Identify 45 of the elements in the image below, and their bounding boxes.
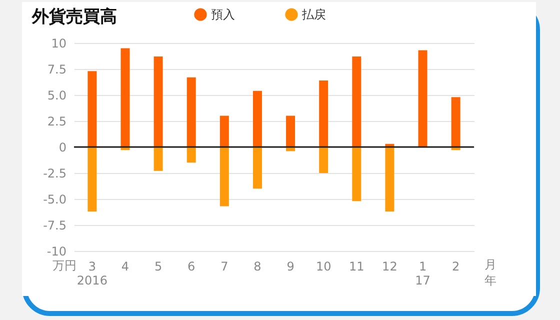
legend-label: 預入 [211, 8, 235, 22]
y-tick-label: -2.5 [43, 166, 66, 180]
x-tick-label: 9 [286, 260, 294, 274]
y-tick-label: 10 [51, 36, 66, 50]
y-tick-label: -7.5 [43, 218, 66, 232]
bar [319, 147, 328, 173]
y-tick-label: -10 [46, 244, 66, 258]
y-tick-label: 0 [58, 140, 66, 154]
x-tick-label: 8 [254, 260, 262, 274]
bar [451, 97, 460, 147]
bar [154, 56, 163, 147]
bar [220, 116, 229, 147]
x-tick-label: 3 2016 [76, 260, 108, 288]
bar [286, 116, 296, 147]
bar [154, 147, 163, 171]
bar [120, 48, 130, 147]
bar [186, 77, 196, 147]
x-tick-label: 10 [316, 260, 332, 274]
x-tick-label: 6 [188, 260, 196, 274]
x-tick-label: 1 17 [415, 260, 430, 288]
y-tick-label: -5.0 [43, 192, 66, 206]
bar [385, 147, 394, 212]
y-tick-label: 7.5 [47, 62, 66, 76]
legend-label: 払戻 [301, 8, 326, 22]
bar [88, 147, 97, 212]
bar [319, 80, 328, 147]
x-tick-label: 4 [121, 260, 130, 274]
bar [88, 71, 97, 147]
y-tick-label: 5.0 [47, 88, 66, 102]
x-axis-title: 月年 [484, 258, 496, 288]
y-axis-title: 万円 [52, 258, 76, 272]
bar [352, 147, 362, 202]
chart-title: 外貨売買高 [31, 7, 117, 27]
x-tick-label: 11 [349, 260, 364, 274]
y-tick-label: 2.5 [47, 114, 66, 128]
bar [252, 90, 262, 147]
x-tick-label: 12 [382, 260, 398, 274]
x-tick-label: 2 [452, 260, 460, 274]
bar [252, 147, 262, 189]
bar [352, 56, 362, 147]
bar [186, 147, 196, 163]
x-tick-label: 5 [154, 260, 162, 274]
bar [220, 147, 229, 206]
bar [418, 50, 428, 147]
x-tick-label: 7 [220, 260, 228, 274]
